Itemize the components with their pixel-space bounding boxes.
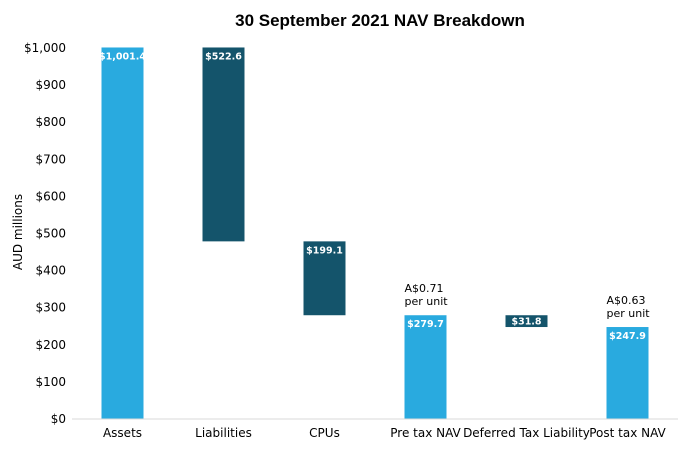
annotation-post-tax-nav-line-1: A$0.63 [607, 294, 646, 307]
bar-deferred-tax-liability [505, 315, 548, 328]
y-tick-label: $300 [35, 301, 66, 315]
bar-pre-tax-nav [404, 315, 447, 419]
x-category-label-liabilities: Liabilities [195, 426, 252, 440]
bar-assets [101, 47, 144, 420]
data-label-liabilities: $522.6 [205, 51, 242, 62]
y-tick-label: $0 [51, 412, 66, 426]
chart-title: 30 September 2021 NAV Breakdown [235, 11, 525, 30]
annotation-pre-tax-nav-line-2: per unit [405, 295, 449, 308]
x-category-label-deferred-tax-liability: Deferred Tax Liability [463, 426, 590, 440]
annotation-pre-tax-nav-line-1: A$0.71 [405, 282, 444, 295]
x-axis-categories: Assets Liabilities CPUs Pre tax NAV Deferred… [103, 426, 667, 440]
y-tick-label: $500 [35, 227, 66, 241]
y-tick-label: $900 [35, 78, 66, 92]
y-tick-label: $1,000 [24, 41, 66, 55]
y-tick-label: $700 [35, 152, 66, 166]
x-category-label-cpus: CPUs [309, 426, 340, 440]
y-tick-label: $600 [35, 189, 66, 203]
x-category-label-pre-tax-nav: Pre tax NAV [390, 426, 461, 440]
y-tick-label: $100 [35, 375, 66, 389]
annotation-post-tax-nav-line-2: per unit [607, 307, 651, 320]
data-label-assets: $1,001.4 [99, 51, 146, 62]
y-tick-label: $400 [35, 264, 66, 278]
bar-post-tax-nav [606, 327, 649, 419]
data-label-deferred-tax-liability: $31.8 [511, 317, 541, 328]
bar-liabilities [202, 47, 245, 242]
data-labels-group: $1,001.4 $522.6 $199.1 $279.7 $31.8 $247.9 [99, 51, 646, 342]
data-label-pre-tax-nav: $279.7 [407, 319, 444, 330]
y-axis-ticks: $0 $100 $200 $300 $400 $500 $600 $700 $800 $900 $1… [24, 41, 66, 426]
bars-group [101, 47, 649, 420]
y-tick-label: $200 [35, 338, 66, 352]
y-axis-label: AUD millions [11, 194, 25, 270]
x-category-label-assets: Assets [103, 426, 142, 440]
bar-cpus [303, 241, 346, 316]
x-category-label-post-tax-nav: Post tax NAV [589, 426, 666, 440]
data-label-cpus: $199.1 [306, 245, 343, 256]
y-tick-label: $800 [35, 115, 66, 129]
data-label-post-tax-nav: $247.9 [609, 331, 646, 342]
